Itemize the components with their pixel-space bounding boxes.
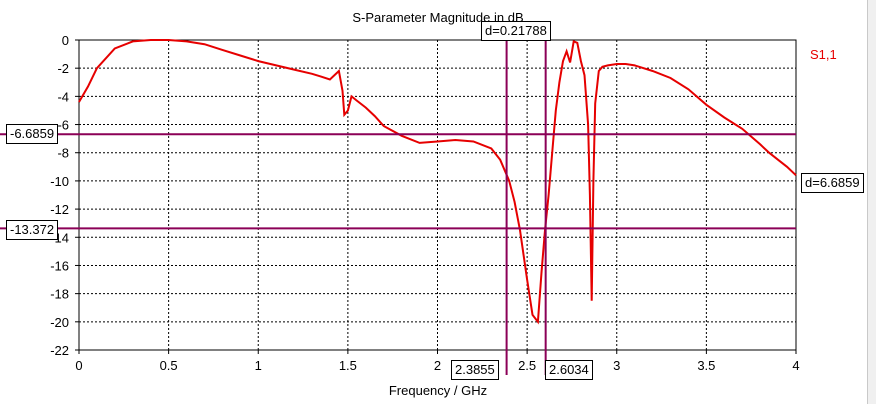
x-tick-label: 0 (75, 358, 82, 373)
series-layer (78, 39, 797, 325)
h-high-marker-label[interactable]: -6.6859 (6, 124, 59, 144)
plot-frame (78, 39, 797, 351)
y-tick-label: -22 (50, 343, 69, 358)
y-tick-label: -10 (50, 174, 69, 189)
y-tick-label: 0 (62, 33, 69, 48)
chart-title: S-Parameter Magnitude in dB (352, 10, 524, 25)
x-tick-label: 1.5 (339, 358, 357, 373)
y-tick-label: -12 (50, 202, 69, 217)
series-line-s11 (78, 39, 797, 325)
marker-lines[interactable] (0, 40, 796, 375)
y-tick-label: -6 (57, 118, 69, 133)
y-tick-label: -2 (57, 61, 69, 76)
x-tick-label: 4 (792, 358, 799, 373)
x-tick-label: 2 (434, 358, 441, 373)
y-tick-label: -18 (50, 287, 69, 302)
h-delta-label[interactable]: d=6.6859 (801, 173, 864, 193)
axes (75, 39, 797, 354)
v-delta-label[interactable]: d=0.21788 (481, 21, 551, 41)
legend-entry-s11: S1,1 (810, 47, 837, 62)
h-low-marker-label[interactable]: -13.372 (6, 220, 59, 240)
gridlines (79, 40, 796, 350)
y-tick-label: -8 (57, 146, 69, 161)
window-edge (867, 0, 876, 404)
x-tick-label: 0.5 (160, 358, 178, 373)
x-tick-label: 3 (613, 358, 620, 373)
v-left-marker-label[interactable]: 2.3855 (451, 360, 499, 380)
x-tick-label: 1 (255, 358, 262, 373)
x-tick-label: 3.5 (697, 358, 715, 373)
v-right-marker-label[interactable]: 2.6034 (545, 360, 593, 380)
tick-labels: 0 0.5 1 1.5 2 2.5 3 3.5 40-2-4-6-8-10-12-14-16-1… (50, 33, 799, 373)
x-tick-label: 2.5 (518, 358, 536, 373)
x-axis-label: Frequency / GHz (388, 383, 488, 398)
y-tick-label: -4 (57, 89, 69, 104)
y-tick-label: -16 (50, 258, 69, 273)
y-tick-label: -20 (50, 315, 69, 330)
